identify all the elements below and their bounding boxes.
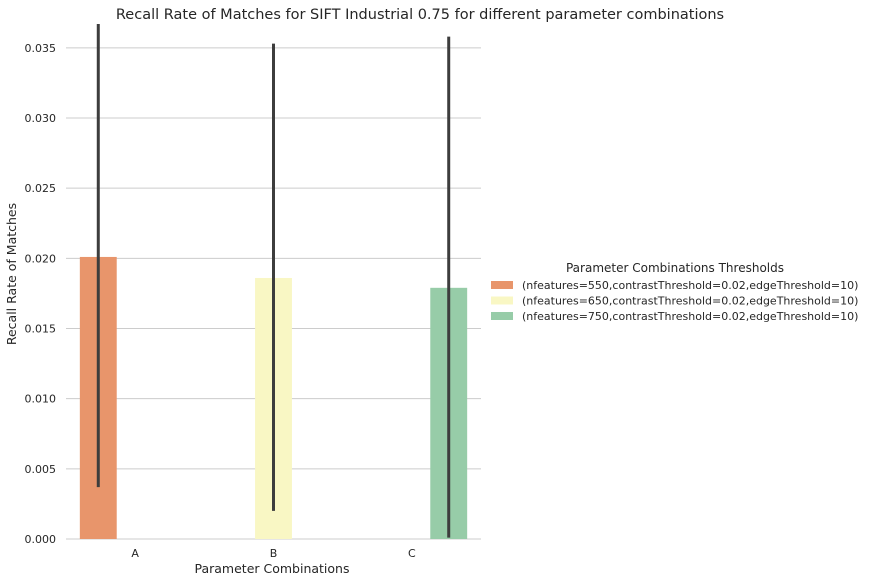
y-tick-label: 0.015 (25, 323, 57, 336)
legend-label: (nfeatures=650,contrastThreshold=0.02,ed… (522, 295, 858, 308)
x-tick-label: C (408, 547, 416, 560)
legend-label: (nfeatures=750,contrastThreshold=0.02,ed… (522, 310, 858, 323)
legend-items: (nfeatures=550,contrastThreshold=0.02,ed… (491, 279, 858, 323)
y-tick-label: 0.035 (25, 42, 57, 55)
y-tick-label: 0.030 (25, 112, 57, 125)
y-axis-label: Recall Rate of Matches (4, 203, 19, 345)
y-tick-label: 0.025 (25, 182, 57, 195)
legend: Parameter Combinations Thresholds (nfeat… (491, 261, 858, 323)
legend-title: Parameter Combinations Thresholds (566, 261, 784, 275)
error-bars-layer (96, 24, 451, 538)
x-tick-label: A (131, 547, 139, 560)
y-tick-label: 0.010 (25, 393, 57, 406)
x-tick-label: B (270, 547, 278, 560)
y-tick-label: 0.000 (25, 533, 57, 546)
x-axis-ticks: A B C (131, 547, 416, 560)
legend-swatch (491, 312, 513, 320)
legend-swatch (491, 281, 513, 289)
legend-label: (nfeatures=550,contrastThreshold=0.02,ed… (522, 279, 858, 292)
chart-title: Recall Rate of Matches for SIFT Industri… (116, 7, 724, 23)
y-tick-label: 0.020 (25, 252, 57, 265)
y-axis-ticks: 0.000 0.005 0.010 0.015 0.020 0.025 0.030 0.035 (25, 42, 57, 546)
y-tick-label: 0.005 (25, 463, 57, 476)
legend-swatch (491, 296, 513, 305)
x-axis-label: Parameter Combinations (194, 561, 349, 576)
